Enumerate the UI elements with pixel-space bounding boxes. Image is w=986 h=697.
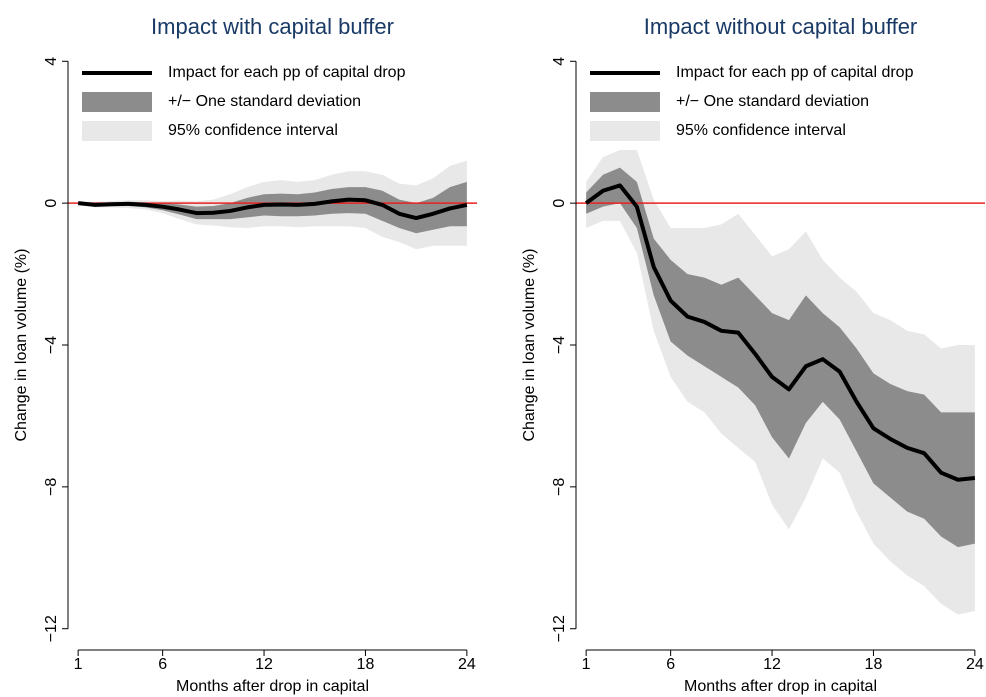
legend-key bbox=[590, 92, 660, 112]
chart-title: Impact without capital buffer bbox=[644, 14, 918, 39]
y-tick-label: −4 bbox=[43, 336, 60, 354]
y-tick-label: 0 bbox=[43, 199, 60, 208]
x-tick-label: 1 bbox=[582, 656, 591, 673]
legend-label: Impact for each pp of capital drop bbox=[168, 64, 406, 81]
legend-label: 95% confidence interval bbox=[676, 122, 846, 139]
x-tick-label: 18 bbox=[865, 656, 883, 673]
y-axis-label: Change in loan volume (%) bbox=[13, 249, 30, 442]
y-tick-label: −8 bbox=[551, 478, 568, 496]
x-tick-label: 18 bbox=[357, 656, 375, 673]
y-tick-label: 4 bbox=[551, 57, 568, 66]
y-tick-label: 0 bbox=[551, 199, 568, 208]
legend-label: +/− One standard deviation bbox=[676, 93, 869, 110]
legend-label: 95% confidence interval bbox=[168, 122, 338, 139]
legend-label: +/− One standard deviation bbox=[168, 93, 361, 110]
x-tick-label: 12 bbox=[763, 656, 781, 673]
x-tick-label: 1 bbox=[74, 656, 83, 673]
x-tick-label: 24 bbox=[458, 656, 476, 673]
y-axis-label: Change in loan volume (%) bbox=[521, 249, 538, 442]
legend-key bbox=[82, 121, 152, 141]
line bbox=[584, 183, 976, 482]
panel: Impact without capital buffer 4 0 −4 −8 −12 1 6… bbox=[521, 14, 985, 695]
chart-title: Impact with capital buffer bbox=[151, 14, 394, 39]
line bbox=[77, 197, 468, 221]
x-tick-label: 12 bbox=[255, 656, 273, 673]
legend-key bbox=[590, 121, 660, 141]
legend-key bbox=[82, 92, 152, 112]
y-tick-label: −12 bbox=[43, 615, 60, 642]
band bbox=[586, 167, 975, 548]
y-tick-label: −12 bbox=[551, 615, 568, 642]
legend-label: Impact for each pp of capital drop bbox=[676, 64, 914, 81]
band bbox=[78, 181, 467, 234]
y-tick-label: −4 bbox=[551, 336, 568, 354]
y-tick-label: −8 bbox=[43, 478, 60, 496]
x-axis-label: Months after drop in capital bbox=[176, 678, 369, 695]
y-tick-label: 4 bbox=[43, 57, 60, 66]
x-tick-label: 6 bbox=[666, 656, 675, 673]
panel: Impact with capital buffer 4 0 −4 −8 −12 1 6 12 1… bbox=[13, 14, 477, 695]
x-tick-label: 24 bbox=[966, 656, 984, 673]
x-axis-label: Months after drop in capital bbox=[684, 678, 877, 695]
x-tick-label: 6 bbox=[158, 656, 167, 673]
